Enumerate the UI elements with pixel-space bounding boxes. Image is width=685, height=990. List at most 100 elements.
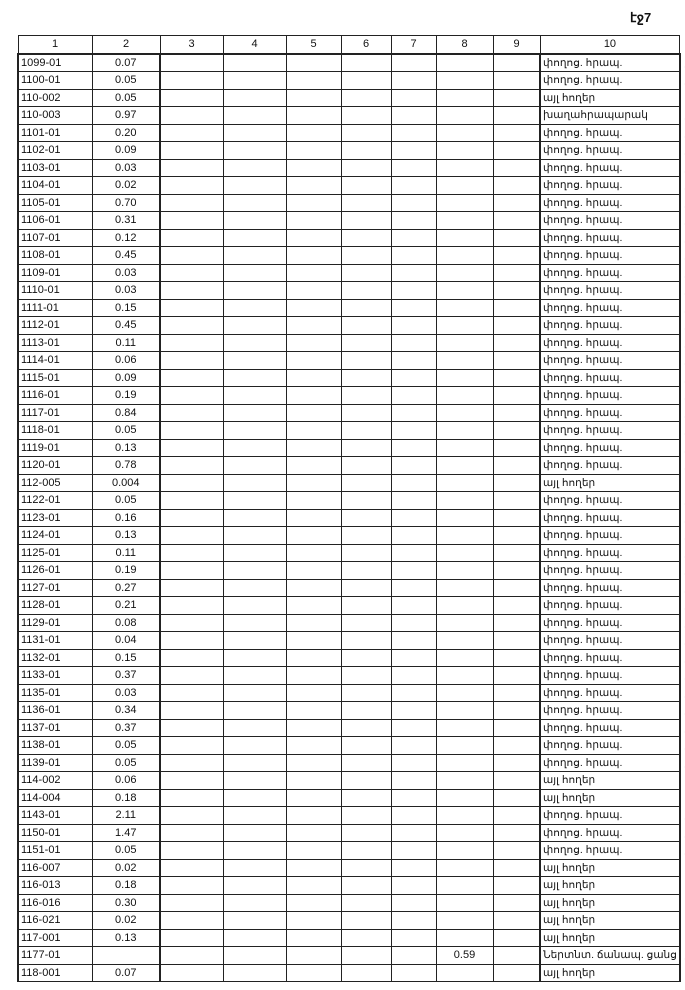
cell-col-6 — [340, 386, 392, 405]
cell-col-3 — [159, 946, 224, 965]
cell-col-5 — [285, 351, 342, 370]
cell-col-10: փողոց. հրապ. — [539, 228, 681, 247]
cell-col-4 — [222, 561, 287, 580]
cell-col-1: 110-002 — [17, 88, 93, 107]
cell-col-4 — [222, 123, 287, 142]
cell-col-8 — [435, 193, 494, 212]
cell-col-1: 1100-01 — [17, 71, 93, 90]
cell-col-7 — [390, 211, 437, 230]
cell-col-8 — [435, 438, 494, 457]
cell-col-2: 0.19 — [91, 561, 161, 580]
table-row: 1151-01 0.05 փողոց. հրապ. — [17, 841, 681, 860]
cell-col-5 — [285, 386, 342, 405]
cell-col-1: 1112-01 — [17, 316, 93, 335]
cell-col-6 — [340, 473, 392, 492]
cell-col-8 — [435, 928, 494, 947]
cell-col-10: Ներտնտ. ճանապ. ցանց — [539, 946, 681, 965]
cell-col-10: փողոց. հրապ. — [539, 281, 681, 300]
cell-col-4 — [222, 876, 287, 895]
cell-col-9 — [492, 596, 541, 615]
cell-col-4 — [222, 666, 287, 685]
cell-col-7 — [390, 876, 437, 895]
cell-col-8 — [435, 841, 494, 860]
cell-col-6 — [340, 106, 392, 125]
cell-col-7 — [390, 106, 437, 125]
cell-col-4 — [222, 526, 287, 545]
cell-col-2: 0.18 — [91, 788, 161, 807]
cell-col-7 — [390, 491, 437, 510]
cell-col-4 — [222, 648, 287, 667]
cell-col-9 — [492, 823, 541, 842]
cell-col-3 — [159, 508, 224, 527]
cell-col-5 — [285, 666, 342, 685]
cell-col-9 — [492, 281, 541, 300]
cell-col-3 — [159, 53, 224, 72]
cell-col-2: 0.03 — [91, 683, 161, 702]
cell-col-7 — [390, 928, 437, 947]
cell-col-7 — [390, 648, 437, 667]
cell-col-1: 1131-01 — [17, 631, 93, 650]
cell-col-3 — [159, 666, 224, 685]
cell-col-1: 114-002 — [17, 771, 93, 790]
cell-col-3 — [159, 841, 224, 860]
cell-col-2: 0.19 — [91, 386, 161, 405]
cell-col-10: այլ հողեր — [539, 473, 681, 492]
cell-col-7 — [390, 893, 437, 912]
cell-col-4 — [222, 158, 287, 177]
cell-col-1: 117-001 — [17, 928, 93, 947]
cell-col-2: 0.05 — [91, 421, 161, 440]
cell-col-3 — [159, 683, 224, 702]
cell-col-2: 0.09 — [91, 141, 161, 160]
cell-col-1: 1151-01 — [17, 841, 93, 860]
cell-col-8 — [435, 456, 494, 475]
cell-col-6 — [340, 963, 392, 982]
table-row: 1143-01 2.11 փողոց. հրապ. — [17, 806, 681, 825]
cell-col-6 — [340, 561, 392, 580]
table-row: 1101-01 0.20 փողոց. հրապ. — [17, 123, 681, 142]
table-row: 1137-01 0.37 փողոց. հրապ. — [17, 718, 681, 737]
cell-col-1: 1104-01 — [17, 176, 93, 195]
cell-col-10: փողոց. հրապ. — [539, 823, 681, 842]
cell-col-3 — [159, 211, 224, 230]
cell-col-6 — [340, 333, 392, 352]
cell-col-7 — [390, 246, 437, 265]
cell-col-1: 1129-01 — [17, 613, 93, 632]
table-row: 1124-01 0.13 փողոց. հրապ. — [17, 526, 681, 545]
cell-col-3 — [159, 806, 224, 825]
cell-col-4 — [222, 246, 287, 265]
cell-col-5 — [285, 141, 342, 160]
cell-col-2: 0.31 — [91, 211, 161, 230]
cell-col-4 — [222, 211, 287, 230]
cell-col-1: 1115-01 — [17, 368, 93, 387]
cell-col-6 — [340, 631, 392, 650]
cell-col-6 — [340, 263, 392, 282]
cell-col-6 — [340, 298, 392, 317]
table-row: 1100-01 0.05 փողոց. հրապ. — [17, 71, 681, 90]
cell-col-2: 0.15 — [91, 648, 161, 667]
cell-col-6 — [340, 246, 392, 265]
table-row: 1138-01 0.05 փողոց. հրապ. — [17, 736, 681, 755]
cell-col-10: փողոց. հրապ. — [539, 648, 681, 667]
cell-col-2: 0.004 — [91, 473, 161, 492]
cell-col-7 — [390, 53, 437, 72]
cell-col-7 — [390, 88, 437, 107]
cell-col-9 — [492, 246, 541, 265]
cell-col-7 — [390, 228, 437, 247]
cell-col-6 — [340, 368, 392, 387]
cell-col-9 — [492, 141, 541, 160]
cell-col-4 — [222, 928, 287, 947]
cell-col-4 — [222, 543, 287, 562]
cell-col-4 — [222, 491, 287, 510]
cell-col-7 — [390, 368, 437, 387]
cell-col-3 — [159, 876, 224, 895]
cell-col-8 — [435, 788, 494, 807]
cell-col-10: այլ հողեր — [539, 771, 681, 790]
cell-col-10: փողոց. հրապ. — [539, 333, 681, 352]
cell-col-2: 0.70 — [91, 193, 161, 212]
table-row: 110-003 0.97 խաղահրապարակ — [17, 106, 681, 125]
cell-col-2: 0.06 — [91, 351, 161, 370]
cell-col-2: 0.06 — [91, 771, 161, 790]
cell-col-9 — [492, 351, 541, 370]
cell-col-9 — [492, 613, 541, 632]
cell-col-9 — [492, 718, 541, 737]
